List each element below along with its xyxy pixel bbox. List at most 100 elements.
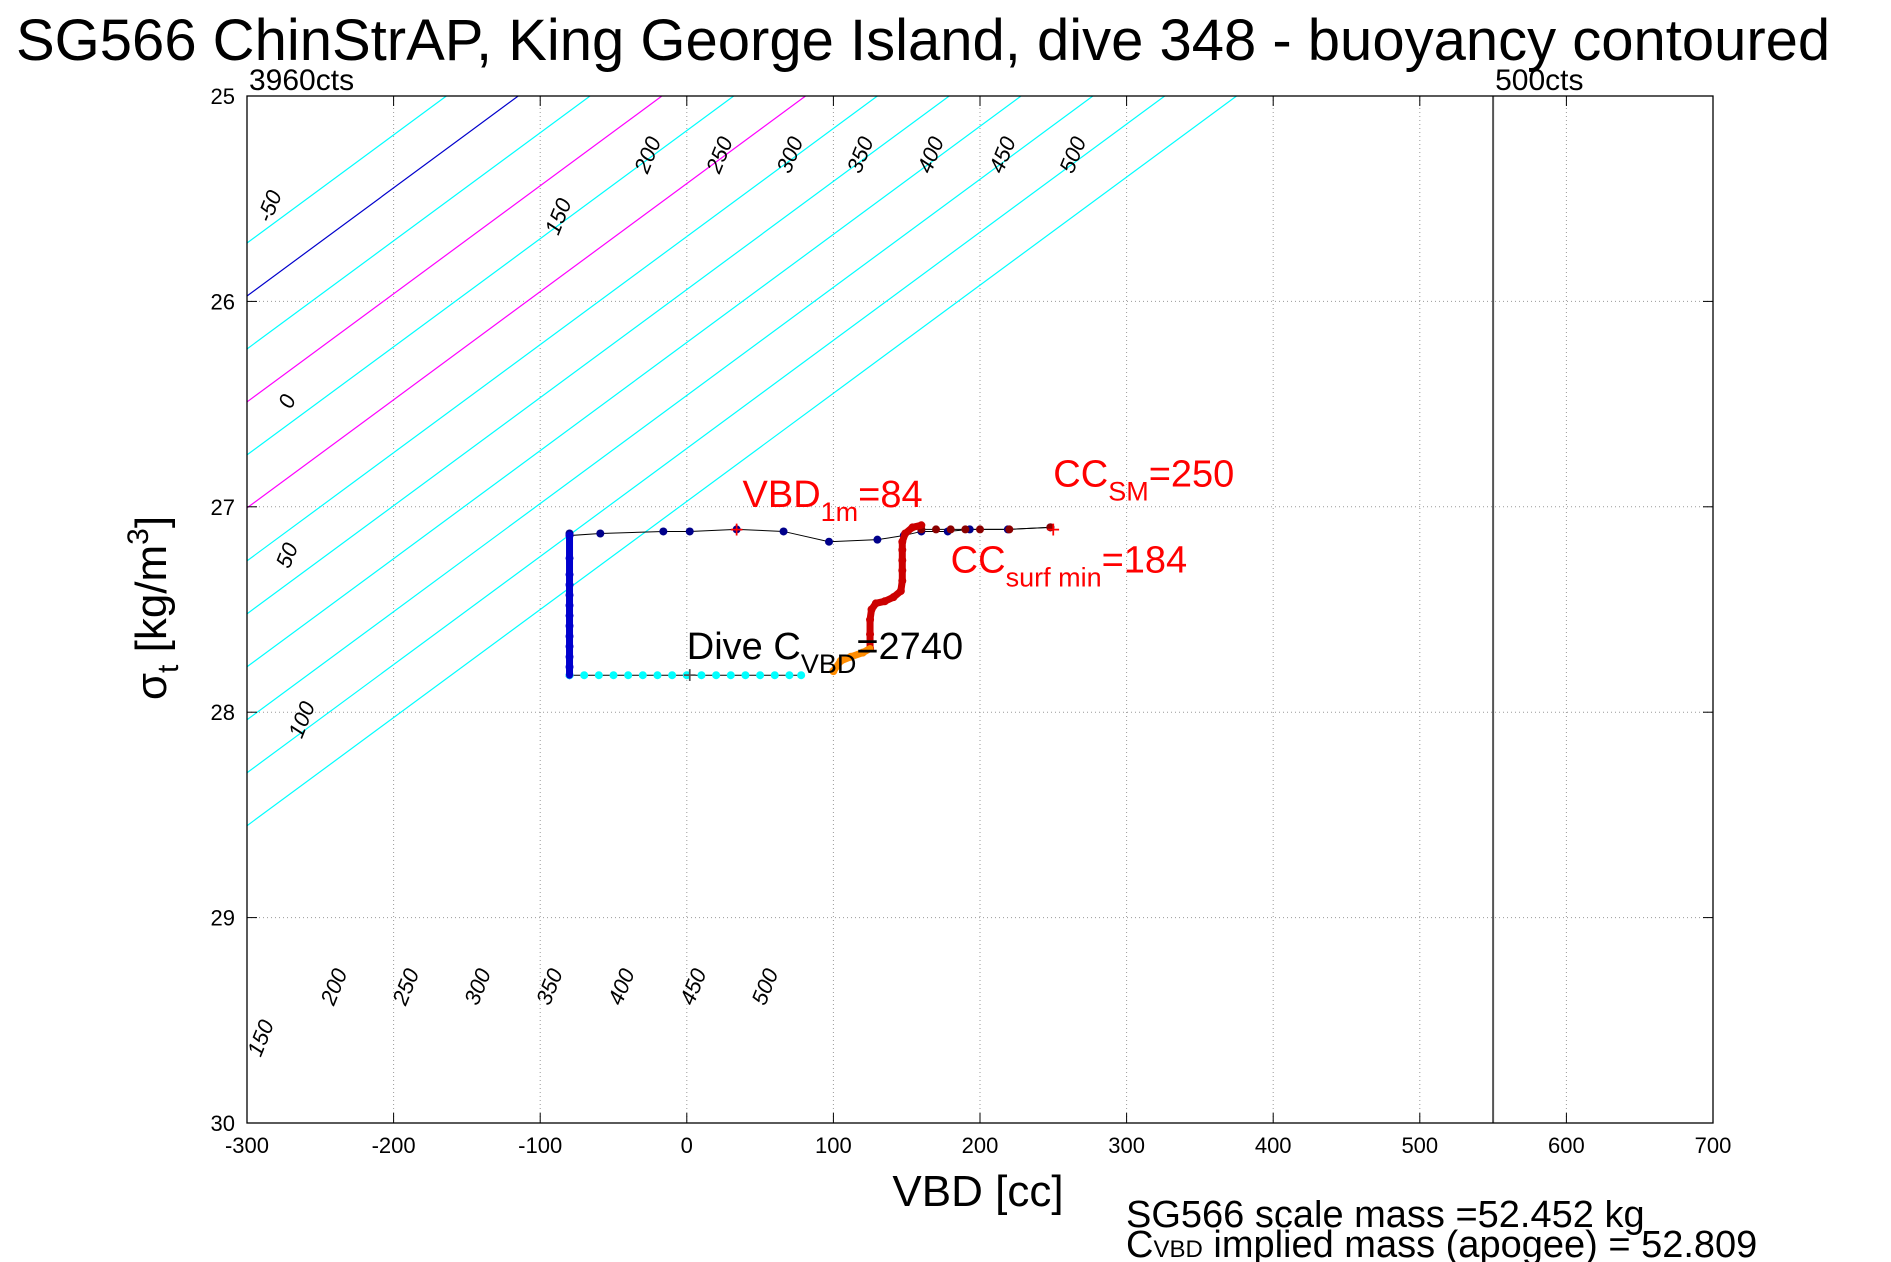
y-axis-label-subscript: t <box>152 664 185 673</box>
y-tick-label: 29 <box>211 906 235 931</box>
contour-line-100 <box>247 96 663 403</box>
marker-plus: + <box>730 516 744 543</box>
contour-label: 450 <box>675 964 712 1008</box>
annotation-3: Dive CVBD=2740 <box>687 626 963 679</box>
marker-plus: + <box>683 662 697 689</box>
annotation-sub: VBD <box>801 649 857 679</box>
contour-line-300 <box>247 96 950 615</box>
buoyancy-contours <box>247 96 1237 827</box>
contour-line-400 <box>247 96 1094 721</box>
contour-label: 400 <box>603 964 640 1008</box>
y-axis-label: σt [kg/m3] <box>122 516 185 700</box>
contour-label: 300 <box>459 964 496 1008</box>
contour-label: 350 <box>531 964 568 1008</box>
annotation-value: =184 <box>1102 540 1188 582</box>
y-tick-label: 26 <box>211 289 235 314</box>
annotation-2: CCsurf min=184 <box>951 540 1188 593</box>
scale-mass-text: SG566 scale mass =52.452 kg <box>1126 1200 1645 1236</box>
trace-point-bottom <box>638 671 647 680</box>
trace-point-bottom <box>785 671 794 680</box>
trace-point-bottom <box>594 671 603 680</box>
trace-point-bottom <box>653 671 662 680</box>
contour-label: 100 <box>283 697 320 741</box>
y-axis-label-superscript: 3 <box>122 528 155 545</box>
annotation-0: VBD1m=84 <box>743 474 923 527</box>
x-tick-label: -300 <box>225 1133 269 1158</box>
trace-point-bottom <box>770 671 779 680</box>
annotation-sub: 1m <box>821 497 859 527</box>
contour-label: 50 <box>271 539 304 572</box>
contour-label: 500 <box>1054 132 1091 176</box>
contour-label: 150 <box>540 194 577 238</box>
contour-line--50 <box>247 96 447 244</box>
x-tick-label: -200 <box>372 1133 416 1158</box>
contour-label: -50 <box>252 186 287 226</box>
vbd-max-label: 500cts <box>1495 64 1583 97</box>
trace-point-surface-return <box>1005 525 1014 534</box>
trace-point-bottom <box>580 671 589 680</box>
x-tick-label: 500 <box>1401 1133 1438 1158</box>
annotation-main: Dive C <box>687 626 801 668</box>
trace-band-climb <box>866 521 925 653</box>
implied-mass-c: C <box>1126 1224 1154 1262</box>
trace-point-surface-return <box>961 525 970 534</box>
annotation-value: =2740 <box>856 626 963 668</box>
implied-mass-rest: implied mass (apogee) = 52.809 <box>1202 1224 1758 1262</box>
y-tick-label: 28 <box>211 700 235 725</box>
dive-trace: + + + <box>565 516 1060 689</box>
contour-label: 350 <box>842 132 879 176</box>
x-axis-label: VBD [cc] <box>892 1167 1063 1216</box>
trace-point-bottom <box>712 671 721 680</box>
x-tick-label: 600 <box>1548 1133 1585 1158</box>
trace-point-bottom <box>726 671 735 680</box>
annotation-main: CC <box>1053 453 1108 495</box>
chart-title: SG566 ChinStrAP, King George Island, div… <box>16 8 1830 73</box>
y-tick-label: 25 <box>211 84 235 109</box>
implied-mass-sub: VBD <box>1153 1236 1203 1262</box>
contour-line-250 <box>247 96 878 562</box>
annotation-sub: surf min <box>1006 563 1102 593</box>
ticks: -300 -200 -100 0 100 200 300 400 500 600 700252627… <box>211 84 1732 1158</box>
trace-point-surface-return <box>1046 523 1055 532</box>
annotation-main: VBD <box>743 474 821 516</box>
contour-label: 250 <box>701 132 739 177</box>
x-tick-label: 300 <box>1108 1133 1145 1158</box>
trace-point-bottom <box>697 671 706 680</box>
contour-label: 400 <box>912 132 949 176</box>
trace-point-surface-return <box>976 525 984 534</box>
x-tick-label: 100 <box>815 1133 852 1158</box>
trace-point-bottom <box>756 671 765 680</box>
contour-line-200 <box>247 96 806 509</box>
trace-point-surface <box>596 529 605 538</box>
y-axis-label-units: [kg/m <box>127 545 176 665</box>
contour-line-500 <box>247 96 1237 827</box>
contour-label: 250 <box>387 964 425 1009</box>
grid-lines <box>247 96 1713 1123</box>
marker-plus: + <box>1046 516 1060 543</box>
trace-point-surface <box>659 527 668 536</box>
contour-label: 500 <box>746 964 783 1008</box>
trace-point-surface <box>685 527 694 536</box>
trace-point-surface <box>873 535 882 544</box>
trace-point-bottom <box>609 671 618 680</box>
y-axis-label-close: ] <box>127 516 176 528</box>
trace-band-apogee <box>829 645 874 675</box>
y-tick-label: 30 <box>211 1111 235 1136</box>
y-axis-label-symbol: σ <box>127 673 176 700</box>
x-tick-label: 400 <box>1255 1133 1292 1158</box>
trace-point-surface <box>779 527 788 536</box>
trace-point-bottom <box>668 671 677 680</box>
trace-point-bottom <box>797 671 806 680</box>
x-tick-label: 0 <box>681 1133 693 1158</box>
trace-point-surface <box>825 537 834 546</box>
vbd-min-label: 3960cts <box>249 64 354 97</box>
annotation-value: =84 <box>858 474 922 516</box>
annotation-main: CC <box>951 540 1006 582</box>
trace-point-bottom <box>624 671 633 680</box>
contour-label: 300 <box>771 132 808 176</box>
trace-point-surface <box>732 525 741 534</box>
contour-label: 200 <box>629 132 667 177</box>
